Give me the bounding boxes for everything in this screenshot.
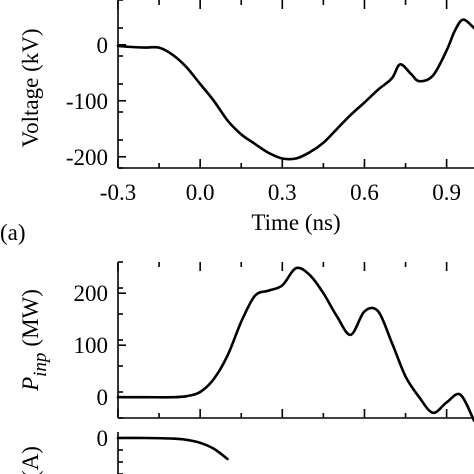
panel-a-label: (a) [0,220,26,245]
y-tick-label: 200 [74,281,109,306]
panel-b-ylabel-main: P [18,377,43,392]
panel-a-x-axis-label: Time (ns) [251,210,340,235]
y-tick-label: -100 [66,89,108,114]
y-tick-label: 0 [97,385,109,410]
x-tick-label: -0.3 [100,180,136,205]
panel-b-ylabel-unit: (MW) [18,289,43,346]
x-tick-label: 0.3 [268,180,297,205]
panel-b: 200 100 0 Pinp (MW) [18,261,474,422]
panel-b-y-axis-label: Pinp (MW) [18,289,51,392]
panel-a-y-ticks: 0 -100 -200 [66,0,126,170]
panel-c-y-ticks: 0 [97,426,126,474]
panel-b-y-ticks: 200 100 0 [74,261,126,419]
x-tick-label: 0.6 [350,180,379,205]
panel-c: 0 (A) [18,426,229,474]
panel-b-ylabel-sub: inp [30,353,51,377]
x-tick-label: 0.9 [432,180,461,205]
panel-c-y-axis-label: (A) [18,446,43,474]
panel-b-x-ticks [117,262,448,418]
y-tick-label: 0 [97,33,109,58]
panel-a: -0.3 0.0 0.3 0.6 0.9 0 -100 -200 (a) Time (ns)… [0,0,474,245]
y-tick-label: 0 [97,426,109,451]
panel-b-power-curve [116,266,474,422]
y-tick-label: -200 [66,145,108,170]
svg-text:Pinp(MW): Pinp (MW) [18,289,51,392]
panel-a-x-ticks: -0.3 0.0 0.3 0.6 0.9 [100,0,461,205]
panel-c-curve [116,436,229,461]
panel-a-y-axis-label: Voltage (kV) [18,28,43,147]
panel-a-voltage-curve [116,18,474,161]
y-tick-label: 100 [74,333,109,358]
x-tick-label: 0.0 [186,180,215,205]
